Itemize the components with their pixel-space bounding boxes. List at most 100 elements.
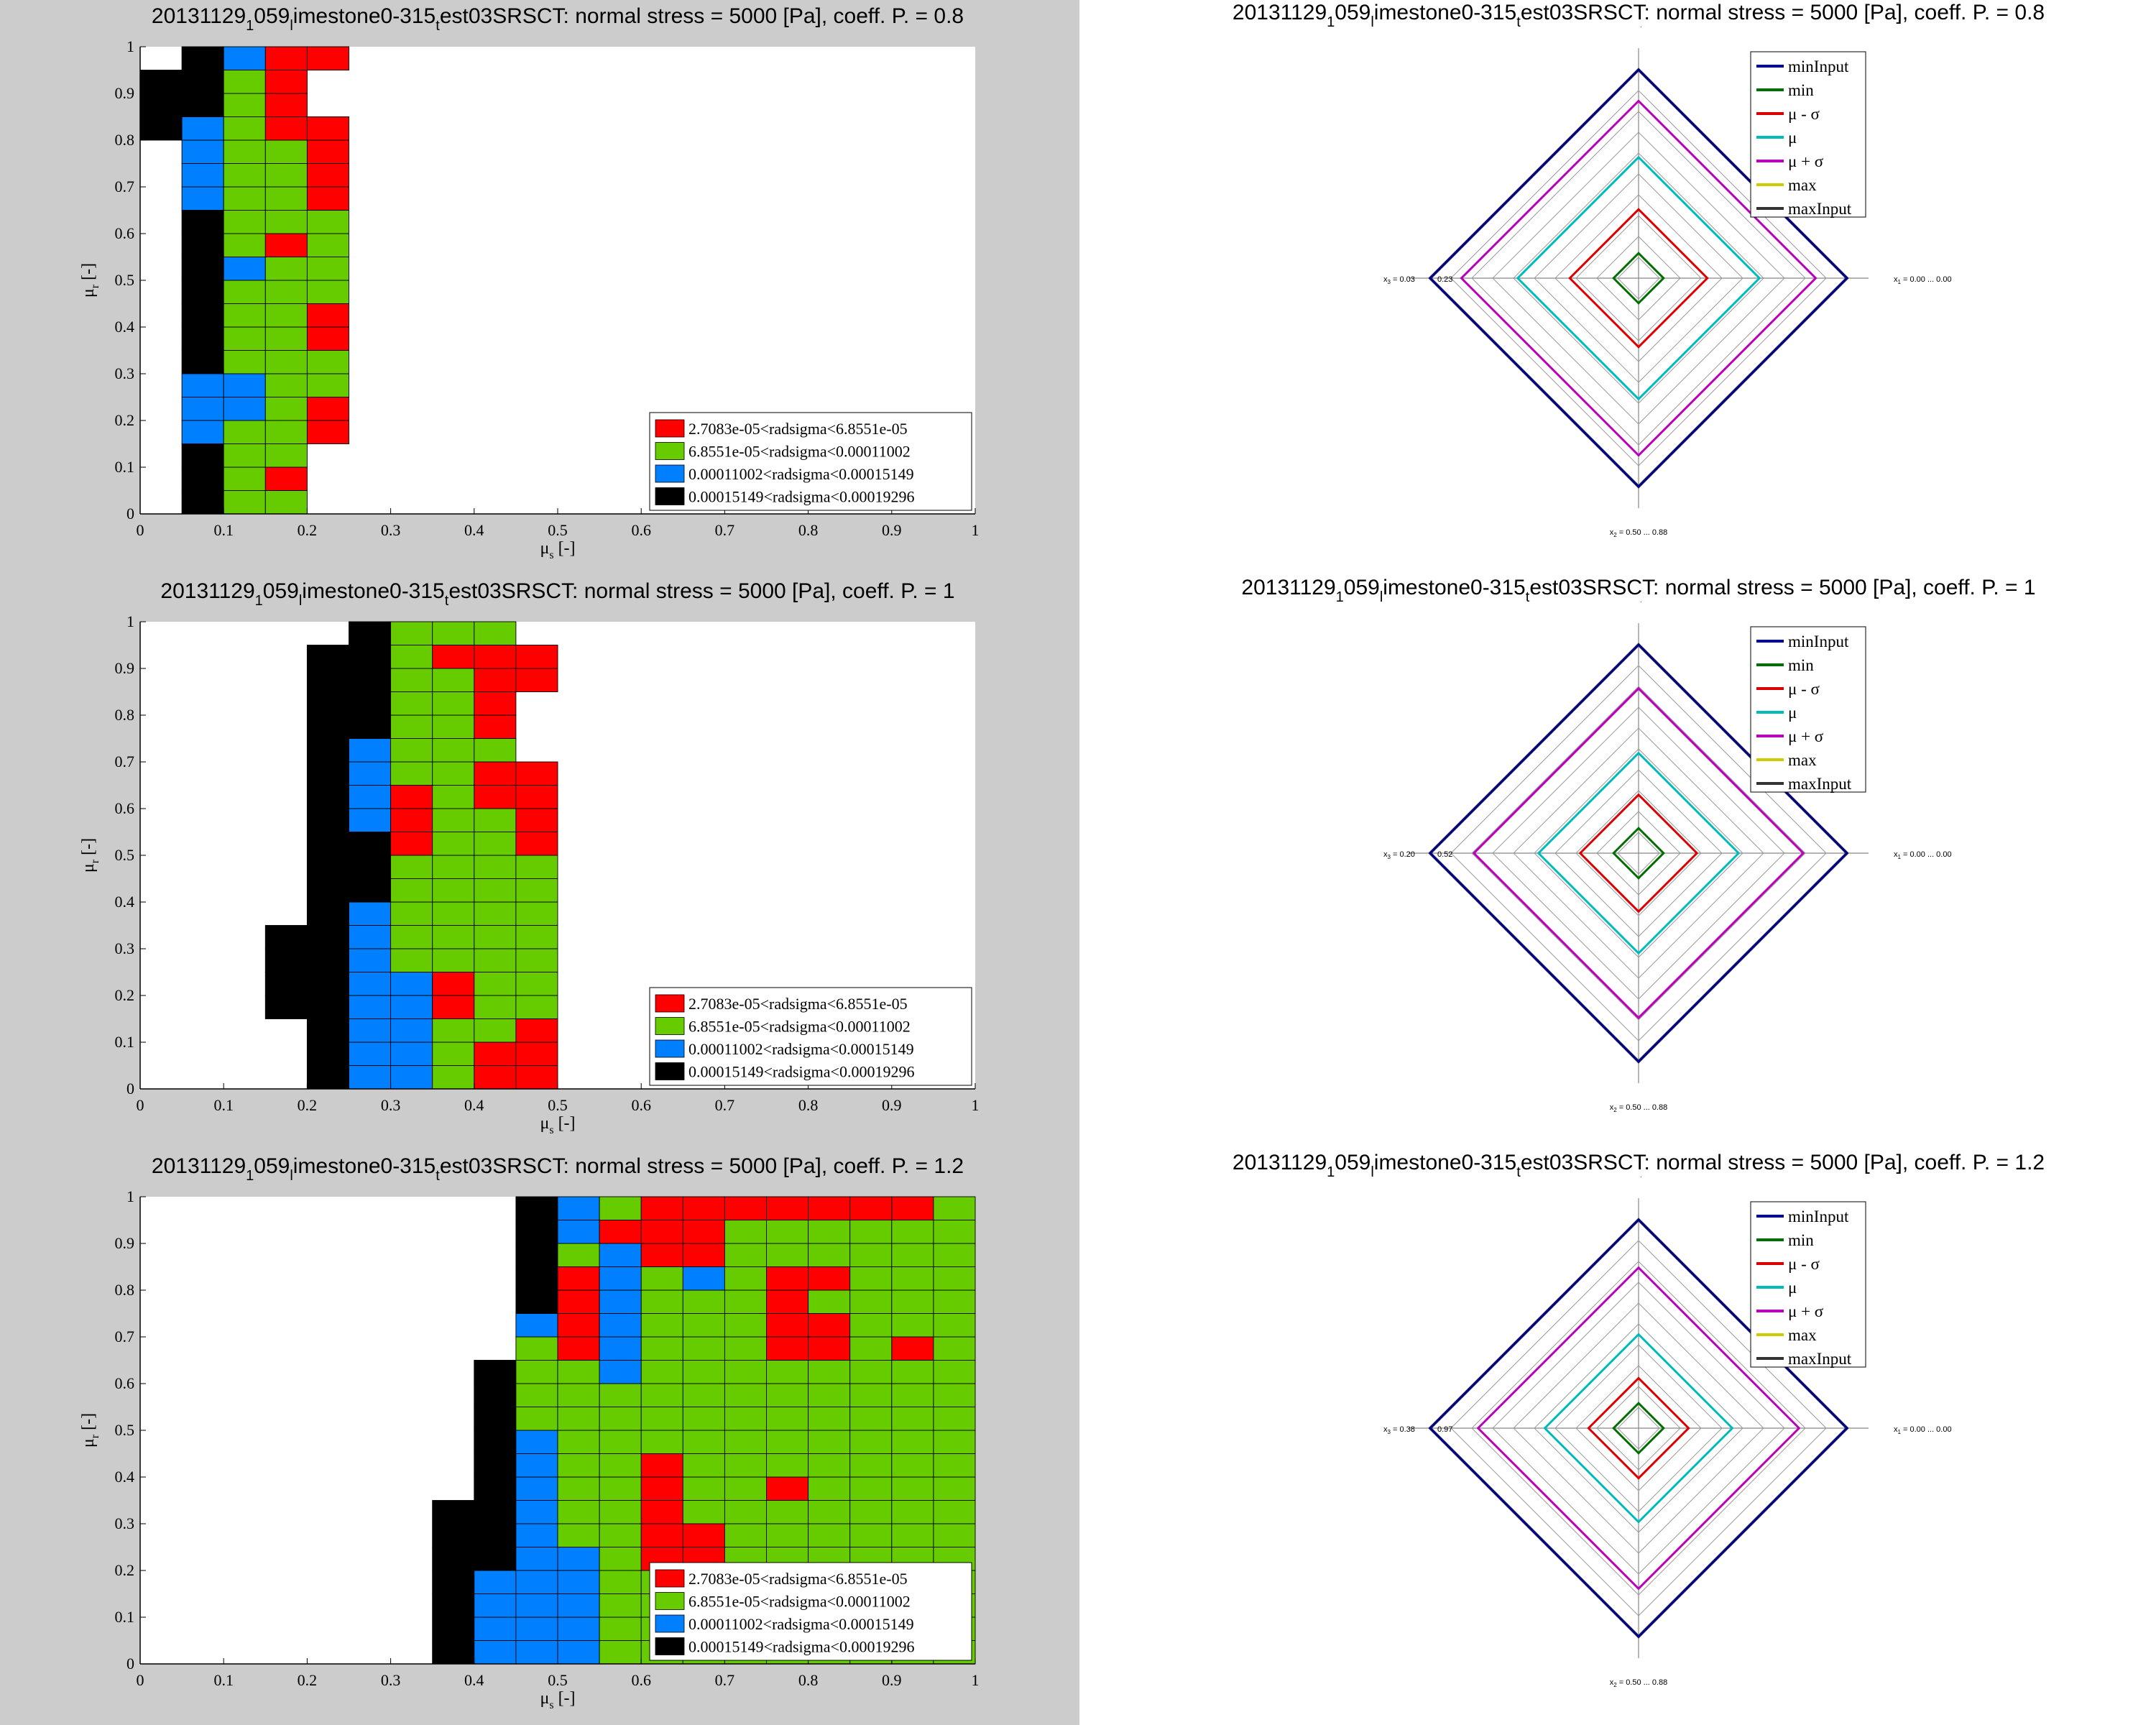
heatmap-cell <box>223 420 266 444</box>
heatmap-cell <box>599 1289 642 1314</box>
heatmap-cell <box>891 1523 934 1547</box>
heatmap-cell <box>390 645 433 669</box>
y-tick-label: 0.1 <box>115 1033 135 1051</box>
radar-series-3 <box>1578 793 1699 914</box>
x-tick-label: 0.2 <box>298 1096 318 1114</box>
heatmap-cell <box>891 1220 934 1244</box>
y-tick-label: 0.9 <box>115 659 135 677</box>
legend-box <box>1750 626 1866 793</box>
heatmap-cell <box>766 1266 809 1291</box>
heatmap-cell <box>223 186 266 211</box>
legend-swatch <box>655 419 685 438</box>
heatmap-cell <box>724 1500 767 1524</box>
heatmap-cell <box>515 761 558 786</box>
heatmap-cell <box>515 1523 558 1547</box>
legend-label: 0.00011002<radsigma<0.00015149 <box>688 465 914 483</box>
heatmap-cell <box>474 1593 517 1618</box>
heatmap-cell <box>682 1430 725 1454</box>
heatmap-cell <box>390 878 433 903</box>
heatmap-cell <box>640 1360 683 1384</box>
radar-grid-ring <box>1534 173 1743 383</box>
heatmap-cell <box>557 1196 600 1220</box>
heatmap-cell <box>264 46 308 70</box>
heatmap-cell <box>724 1313 767 1338</box>
heatmap-cell <box>933 1453 976 1478</box>
heatmap-cell <box>474 878 517 903</box>
heatmap-cell <box>181 116 224 141</box>
heatmap-cell <box>432 785 475 809</box>
radar-series-4 <box>1516 155 1761 401</box>
heatmap-cell <box>891 1313 934 1338</box>
heatmap-cell <box>640 1407 683 1431</box>
heatmap-cell <box>432 1593 475 1618</box>
heatmap-cell <box>515 1018 558 1043</box>
heatmap-cell <box>557 1336 600 1361</box>
heatmap-cell <box>474 972 517 996</box>
heatmap-cell <box>474 995 517 1019</box>
radar-axis-label-x1: x1 = 0.00 ... 0.00 <box>1894 1425 1952 1435</box>
heatmap-cell <box>223 257 266 281</box>
radar-grid-ring <box>1596 1386 1681 1471</box>
heatmap-cell <box>808 1196 851 1220</box>
heatmap-cell <box>474 645 517 669</box>
heatmap-cell <box>515 645 558 669</box>
heatmap-cell <box>849 1523 893 1547</box>
heatmap-cell <box>891 1383 934 1407</box>
heatmap-cell <box>181 46 224 70</box>
heatmap-cell <box>264 70 308 94</box>
heatmap-cell <box>349 878 392 903</box>
heatmap-cell <box>306 233 349 257</box>
heatmap-cell <box>515 1336 558 1361</box>
heatmap-cell <box>181 210 224 234</box>
heatmap-cell <box>933 1243 976 1267</box>
heatmap-cell <box>599 1640 642 1665</box>
heatmap-cell <box>432 995 475 1019</box>
heatmap-cell <box>264 350 308 374</box>
heatmap-cell <box>557 1383 600 1407</box>
x-tick-label: 0.8 <box>798 1096 819 1114</box>
heatmap-cell <box>515 925 558 949</box>
heatmap-cell <box>933 1383 976 1407</box>
x-tick-label: 0.8 <box>798 1671 819 1689</box>
heatmap-cell <box>515 832 558 856</box>
heatmap-title: 201311291059limestone0-315test03SRSCT: n… <box>152 1154 964 1184</box>
legend-label: 2.7083e-05<radsigma<6.8551e-05 <box>688 1570 908 1588</box>
heatmap-cell <box>515 1243 558 1267</box>
heatmap-cell <box>724 1266 767 1291</box>
heatmap-cell <box>432 714 475 739</box>
y-axis-label: μr [-] <box>79 838 101 873</box>
y-tick-label: 0.8 <box>115 1281 135 1299</box>
heatmap-cell <box>432 645 475 669</box>
radar-grid-ring <box>1513 152 1764 404</box>
heatmap-cell <box>515 668 558 692</box>
heatmap-cell <box>264 280 308 304</box>
heatmap-cell <box>474 948 517 972</box>
radar-title-background <box>1193 573 2084 602</box>
heatmap-cell <box>349 972 392 996</box>
heatmap-cell <box>390 621 433 645</box>
heatmap-cell <box>766 1196 809 1220</box>
x-tick-label: 0.1 <box>213 1096 234 1114</box>
heatmap-cell <box>390 808 433 832</box>
heatmap-cell <box>808 1266 851 1291</box>
heatmap-cell <box>808 1220 851 1244</box>
heatmap-cell <box>223 280 266 304</box>
heatmap-cell <box>515 785 558 809</box>
heatmap-cell <box>557 1220 600 1244</box>
heatmap-cell <box>306 350 349 374</box>
heatmap-cell <box>724 1289 767 1314</box>
heatmap-cell <box>474 668 517 692</box>
heatmap-cell <box>349 925 392 949</box>
legend-label: μ - σ <box>1788 680 1820 698</box>
heatmap-cell <box>933 1500 976 1524</box>
heatmap-cell <box>306 326 349 351</box>
heatmap-cell <box>557 1289 600 1314</box>
heatmap-cell <box>515 901 558 926</box>
y-tick-label: 0 <box>126 1080 134 1098</box>
heatmap-cell <box>349 714 392 739</box>
heatmap-cell <box>766 1220 809 1244</box>
heatmap-cell <box>557 1453 600 1478</box>
heatmap-cell <box>432 878 475 903</box>
heatmap-cell <box>599 1570 642 1594</box>
